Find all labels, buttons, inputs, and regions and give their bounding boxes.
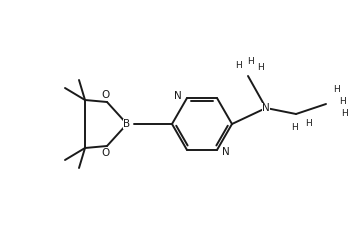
Text: H: H — [339, 98, 345, 106]
Text: H: H — [247, 58, 253, 67]
Text: H: H — [341, 110, 347, 119]
Text: H: H — [290, 123, 297, 132]
Text: O: O — [101, 148, 109, 158]
Text: N: N — [222, 147, 230, 157]
Text: N: N — [174, 91, 182, 101]
Text: O: O — [101, 90, 109, 100]
Text: H: H — [333, 85, 339, 94]
Text: H: H — [305, 120, 312, 129]
Text: N: N — [262, 103, 270, 113]
Text: B: B — [124, 119, 131, 129]
Text: H: H — [258, 63, 265, 72]
Text: H: H — [235, 61, 241, 71]
